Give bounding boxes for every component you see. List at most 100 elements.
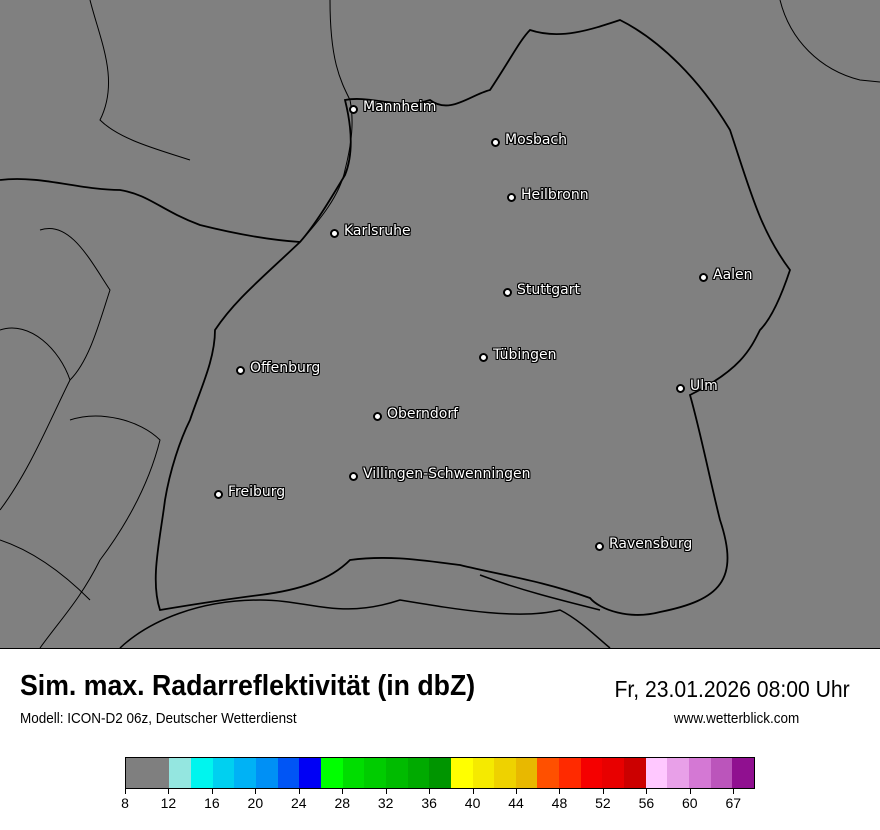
city-label: Ulm <box>690 378 718 394</box>
border-line <box>0 539 91 601</box>
legend-tick <box>385 789 387 794</box>
legend-tick <box>646 789 648 794</box>
legend-color-swatch <box>515 758 538 788</box>
border-line <box>119 599 611 648</box>
legend-color-swatch <box>559 758 581 788</box>
city-label: Stuttgart <box>517 282 580 298</box>
city-marker-icon <box>373 412 382 421</box>
legend-tick <box>472 789 474 794</box>
legend-tick <box>342 789 344 794</box>
city-label: Offenburg <box>250 360 321 376</box>
legend-tick-label: 20 <box>247 795 264 811</box>
legend-color-swatch <box>407 758 430 788</box>
legend-color-swatch <box>494 758 516 788</box>
color-legend <box>125 757 755 789</box>
legend-color-swatch <box>602 758 625 788</box>
city-label: Mosbach <box>505 132 567 148</box>
city-label: Villingen-Schwenningen <box>363 466 531 482</box>
legend-tick <box>298 789 300 794</box>
legend-tick-label: 24 <box>290 795 307 811</box>
city-label: Karlsruhe <box>344 223 411 239</box>
legend-color-swatch <box>667 758 690 788</box>
legend-color-swatch <box>472 758 495 788</box>
legend-color-swatch <box>190 758 213 788</box>
border-line <box>779 0 880 83</box>
city-marker-icon <box>507 193 516 202</box>
legend-color-swatch <box>234 758 256 788</box>
city-label: Ravensburg <box>609 536 693 552</box>
legend-tick-label: 44 <box>508 795 524 811</box>
legend-tick-label: 56 <box>638 795 655 811</box>
legend-color-swatch <box>580 758 603 788</box>
legend-tick-label: 12 <box>160 795 177 811</box>
legend-color-swatch <box>364 758 386 788</box>
legend-tick <box>168 789 170 794</box>
legend-tick-label: 28 <box>334 795 351 811</box>
legend-tick <box>125 789 126 794</box>
city-label: Tübingen <box>493 347 557 363</box>
city-label: Heilbronn <box>521 187 589 203</box>
city-marker-icon <box>349 105 358 114</box>
legend-color-swatch <box>429 758 451 788</box>
legend-tick <box>559 789 561 794</box>
legend-color-swatch <box>710 758 733 788</box>
legend-color-swatch <box>537 758 560 788</box>
legend-tick <box>255 789 257 794</box>
legend-color-swatch <box>732 758 755 788</box>
river-rhine <box>299 0 353 243</box>
legend-tick-label: 67 <box>725 795 742 811</box>
model-source: Modell: ICON-D2 06z, Deutscher Wetterdie… <box>20 710 297 727</box>
website-link[interactable]: www.wetterblick.com <box>673 710 799 727</box>
city-marker-icon <box>503 288 512 297</box>
legend-tick-label: 52 <box>595 795 611 811</box>
city-marker-icon <box>236 366 245 375</box>
border-line <box>0 327 71 511</box>
borders <box>0 0 880 648</box>
city-marker-icon <box>595 542 604 551</box>
border-line <box>39 415 161 648</box>
legend-tick <box>211 789 213 794</box>
legend-color-swatch <box>277 758 300 788</box>
state-border-bw <box>0 19 792 616</box>
legend-color-swatch <box>126 758 170 788</box>
legend-tick-label: 16 <box>204 795 220 811</box>
legend-color-swatch <box>212 758 235 788</box>
legend-tick-label: 8 <box>121 795 129 811</box>
legend-color-swatch <box>255 758 278 788</box>
legend-tick <box>689 789 691 794</box>
forecast-datetime: Fr, 23.01.2026 08:00 Uhr <box>614 676 850 702</box>
city-marker-icon <box>491 138 500 147</box>
legend-color-swatch <box>450 758 473 788</box>
map-title: Sim. max. Radarreflektivität (in dbZ) <box>20 670 476 702</box>
legend-color-swatch <box>624 758 646 788</box>
city-label: Oberndorf <box>387 406 459 422</box>
legend-tick <box>602 789 604 794</box>
legend-tick-label: 32 <box>377 795 394 811</box>
legend-tick-label: 48 <box>551 795 568 811</box>
city-marker-icon <box>676 384 685 393</box>
city-label: Freiburg <box>228 484 286 500</box>
city-marker-icon <box>214 490 223 499</box>
legend-color-swatch <box>645 758 668 788</box>
border-line <box>479 574 601 611</box>
legend-tick-label: 40 <box>464 795 481 811</box>
legend-color-swatch <box>169 758 191 788</box>
city-label: Aalen <box>713 267 753 283</box>
legend-color-swatch <box>342 758 365 788</box>
map: Mannheim Mosbach Heilbronn Karlsruhe Aal… <box>0 0 880 649</box>
legend-color-swatch <box>320 758 343 788</box>
city-marker-icon <box>349 472 358 481</box>
legend-tick-label: 60 <box>682 795 698 811</box>
legend-tick-label: 36 <box>421 795 437 811</box>
city-marker-icon <box>330 229 339 238</box>
legend-tick <box>429 789 431 794</box>
legend-color-swatch <box>689 758 711 788</box>
legend-color-swatch <box>385 758 408 788</box>
city-marker-icon <box>699 273 708 282</box>
city-marker-icon <box>479 353 488 362</box>
border-line <box>39 227 111 381</box>
legend-color-swatch <box>299 758 321 788</box>
border-line <box>89 0 191 161</box>
legend-tick <box>733 789 735 794</box>
city-label: Mannheim <box>363 99 437 115</box>
